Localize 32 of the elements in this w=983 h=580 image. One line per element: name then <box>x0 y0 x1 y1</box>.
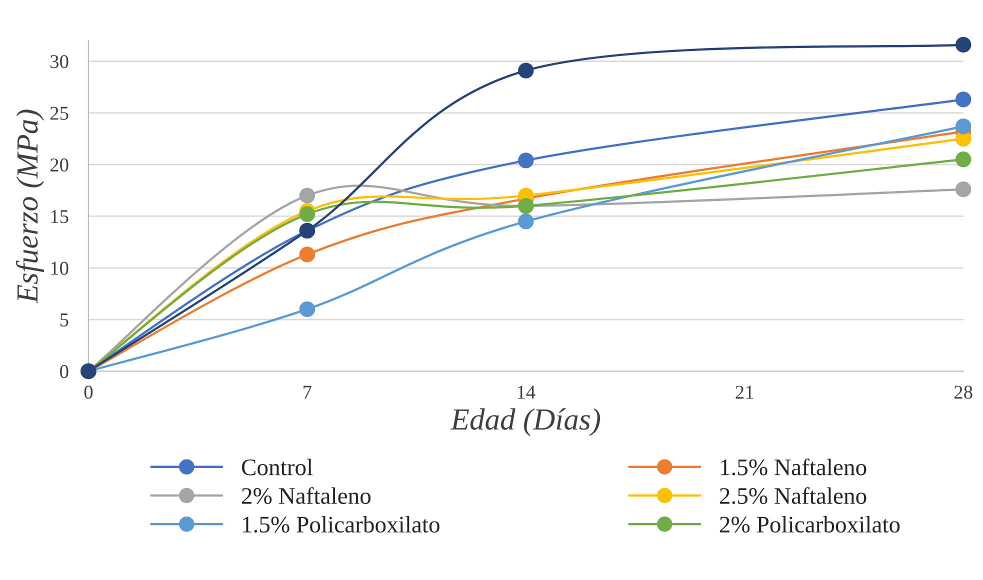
x-tick-label: 28 <box>954 386 972 399</box>
legend-label: 2% Policarboxilato <box>720 516 900 533</box>
point <box>955 36 972 53</box>
legend-label: 1.5% Policarboxilato <box>243 516 440 533</box>
legend-label: 1.5% Naftaleno <box>721 458 866 476</box>
x-tick-label: 14 <box>518 386 536 399</box>
y-axis-title: Esfuerzo (MPa) <box>16 110 44 304</box>
y-tick-label: 5 <box>60 314 68 326</box>
y-tick-label: 25 <box>50 106 68 120</box>
point <box>299 188 316 204</box>
point <box>955 152 972 168</box>
legend-label: Control <box>242 458 313 476</box>
point <box>955 182 972 198</box>
point <box>518 152 534 168</box>
point <box>299 246 316 262</box>
y-tick-label: 15 <box>51 210 68 224</box>
legend-label: 2% Naftaleno <box>242 487 371 504</box>
y-tick-label: 10 <box>51 262 68 275</box>
point <box>955 92 972 108</box>
point <box>955 118 972 134</box>
point <box>518 214 534 230</box>
x-tick-label: 0 <box>84 386 93 399</box>
legend-label: 2.5% Naftaleno <box>720 487 866 504</box>
y-tick-label: 20 <box>50 158 68 172</box>
point <box>299 301 316 318</box>
y-tick-label: 0 <box>60 365 68 378</box>
point <box>518 62 534 78</box>
y-tick-label: 30 <box>50 55 68 68</box>
x-axis-title: Edad (Días) <box>450 408 600 436</box>
x-tick-label: 21 <box>736 386 754 399</box>
x-tick-label: 7 <box>304 386 312 399</box>
point <box>299 206 316 222</box>
